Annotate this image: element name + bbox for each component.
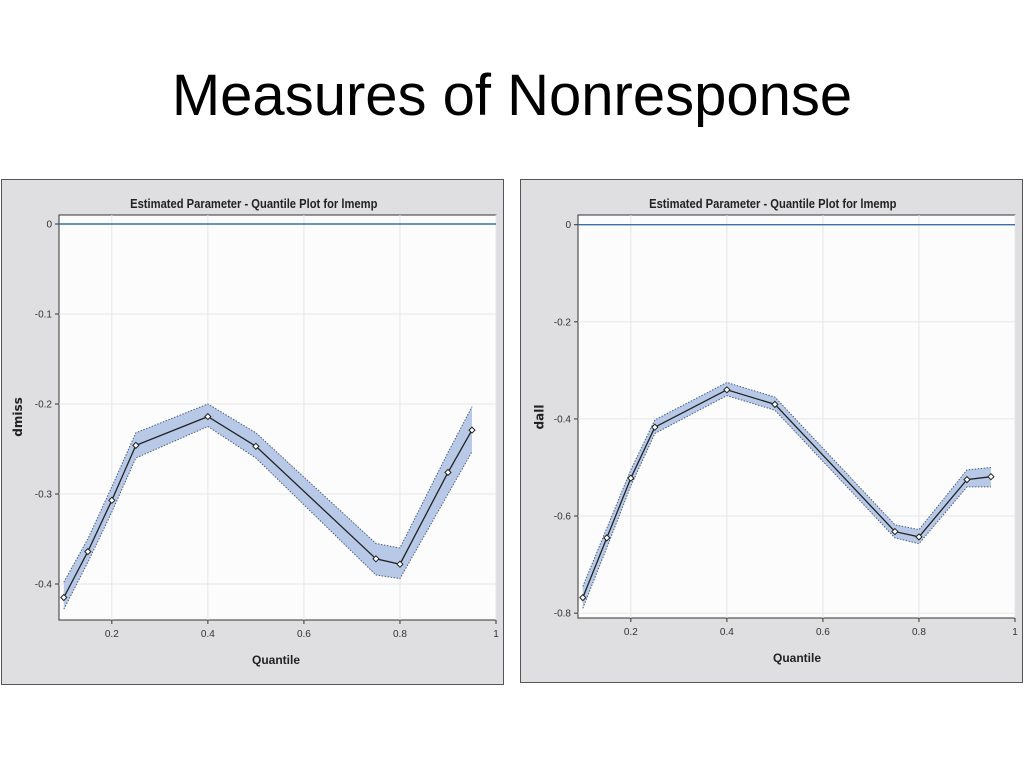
x-tick-label: 0.6 <box>297 629 311 640</box>
chart-title: Estimated Parameter - Quantile Plot for … <box>649 196 897 211</box>
data-point <box>252 442 260 451</box>
data-point <box>627 474 635 482</box>
x-tick-label: 1 <box>493 629 499 640</box>
chart-panel-dall: Estimated Parameter - Quantile Plot for … <box>520 179 1023 683</box>
y-axis-label: dmiss <box>10 397 25 437</box>
y-tick-label: 0 <box>565 220 571 231</box>
x-tick-label: 0.4 <box>201 629 215 640</box>
chart-title: Estimated Parameter - Quantile Plot for … <box>130 196 378 211</box>
y-tick-label: -0.3 <box>35 490 53 501</box>
data-point <box>651 423 659 431</box>
y-tick-label: -0.4 <box>35 580 53 591</box>
data-point <box>915 533 923 541</box>
data-point <box>372 555 380 563</box>
chart-panel-dmiss: Estimated Parameter - Quantile Plot for … <box>1 179 504 685</box>
data-point <box>204 412 212 421</box>
chart-dall: 0.2 0.4 0.6 0.8 1 0 -0.2 -0.4 -0.6 -0.8 <box>554 214 1018 638</box>
estimate-line <box>63 415 473 598</box>
y-tick-label: -0.8 <box>554 609 572 620</box>
estimate-line <box>582 389 992 598</box>
y-tick-label: -0.4 <box>554 414 572 425</box>
x-tick-label: 0.8 <box>393 629 407 640</box>
y-tick-label: 0 <box>46 220 52 231</box>
plot-area <box>577 214 1016 619</box>
data-point <box>771 400 779 409</box>
x-tick-label: 0.8 <box>912 627 926 638</box>
y-axis-label: dall <box>532 404 547 430</box>
data-point <box>963 475 971 484</box>
data-point <box>468 426 476 434</box>
data-point <box>579 593 587 602</box>
x-tick-label: 0.4 <box>720 627 734 638</box>
data-point <box>603 534 611 542</box>
data-point <box>84 547 92 556</box>
y-tick-label: -0.6 <box>554 512 572 523</box>
upper-bound-line <box>63 403 473 583</box>
y-tick-label: -0.2 <box>35 400 53 411</box>
x-axis-label: Quantile <box>773 651 822 665</box>
data-point <box>396 560 404 568</box>
lower-bound-line <box>63 425 473 610</box>
x-tick-label: 0.2 <box>624 627 638 638</box>
data-point <box>891 527 899 536</box>
y-tick-label: -0.1 <box>35 310 53 321</box>
plot-area <box>58 214 497 621</box>
data-point <box>723 386 731 394</box>
y-tick-label: -0.2 <box>554 317 572 328</box>
data-point <box>108 496 116 505</box>
slide-title: Measures of Nonresponse <box>171 63 853 128</box>
data-point <box>60 593 68 602</box>
x-tick-label: 0.2 <box>105 629 119 640</box>
x-tick-label: 1 <box>1012 627 1018 638</box>
chart-dmiss: 0.2 0.4 0.6 0.8 1 0 -0.1 -0.2 -0.3 -0.4 <box>35 214 499 640</box>
data-point <box>444 468 452 477</box>
data-point <box>987 473 995 481</box>
x-axis-label: Quantile <box>252 653 301 667</box>
x-tick-label: 0.6 <box>816 627 830 638</box>
confidence-band <box>63 404 472 610</box>
data-point <box>132 441 140 450</box>
